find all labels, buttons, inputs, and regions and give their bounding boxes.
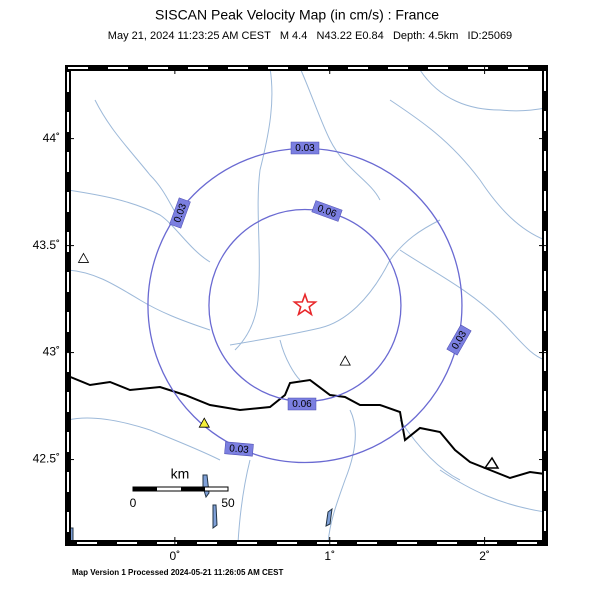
contour-label-box <box>169 197 191 229</box>
contour-label: 0.03 <box>169 197 191 229</box>
lon-tick-label: 0˚ <box>170 549 181 563</box>
contour-label-box <box>446 324 472 356</box>
contour-label-box <box>287 397 317 411</box>
lat-tick-label: 44˚ <box>43 131 60 145</box>
rivers <box>67 67 546 544</box>
station <box>77 252 90 263</box>
contour-label-box <box>224 441 254 457</box>
contour-label: 0.06 <box>287 397 317 411</box>
border <box>483 456 500 469</box>
contour-label: 0.03 <box>290 141 320 155</box>
lon-tick-label: 1˚ <box>324 549 335 563</box>
lon-tick-label: 2˚ <box>479 549 490 563</box>
subtitle: May 21, 2024 11:23:25 AM CEST M 4.4 N43.… <box>108 30 512 42</box>
title: SISCAN Peak Velocity Map (in cm/s) : Fra… <box>155 7 439 23</box>
lakes <box>69 474 333 544</box>
map-frame <box>65 65 548 546</box>
footer: Map Version 1 Processed 2024-05-21 11:26… <box>72 568 283 577</box>
scale-bar-segment <box>133 487 157 491</box>
contour-label: 0.06 <box>311 200 343 222</box>
lat-tick-label: 43.5˚ <box>33 238 60 252</box>
scale-label: 50 <box>221 496 235 510</box>
scale-label: 0 <box>130 496 137 510</box>
contour-label-text: 0.03 <box>172 202 189 224</box>
contour-label-text: 0.03 <box>295 143 315 154</box>
contour-label-box <box>290 141 320 155</box>
lat-tick-label: 43˚ <box>43 345 60 359</box>
contour-label-text: 0.06 <box>316 203 338 220</box>
contour <box>147 147 463 464</box>
scale-bar: km 0 50 <box>130 466 235 510</box>
scale-bar-segment <box>181 487 205 491</box>
contour-label-text: 0.03 <box>229 443 250 456</box>
contour-label: 0.03 <box>224 441 254 457</box>
scale-unit: km <box>171 466 190 482</box>
epicenter <box>292 292 318 317</box>
contour-label-box <box>311 200 343 222</box>
station <box>339 355 351 366</box>
contour <box>208 208 402 403</box>
contour-label: 0.03 <box>446 324 472 356</box>
map-frame-checker <box>67 67 546 544</box>
lat-tick-label: 42.5˚ <box>33 452 60 466</box>
contour-label-text: 0.06 <box>292 399 312 410</box>
station <box>198 417 210 428</box>
